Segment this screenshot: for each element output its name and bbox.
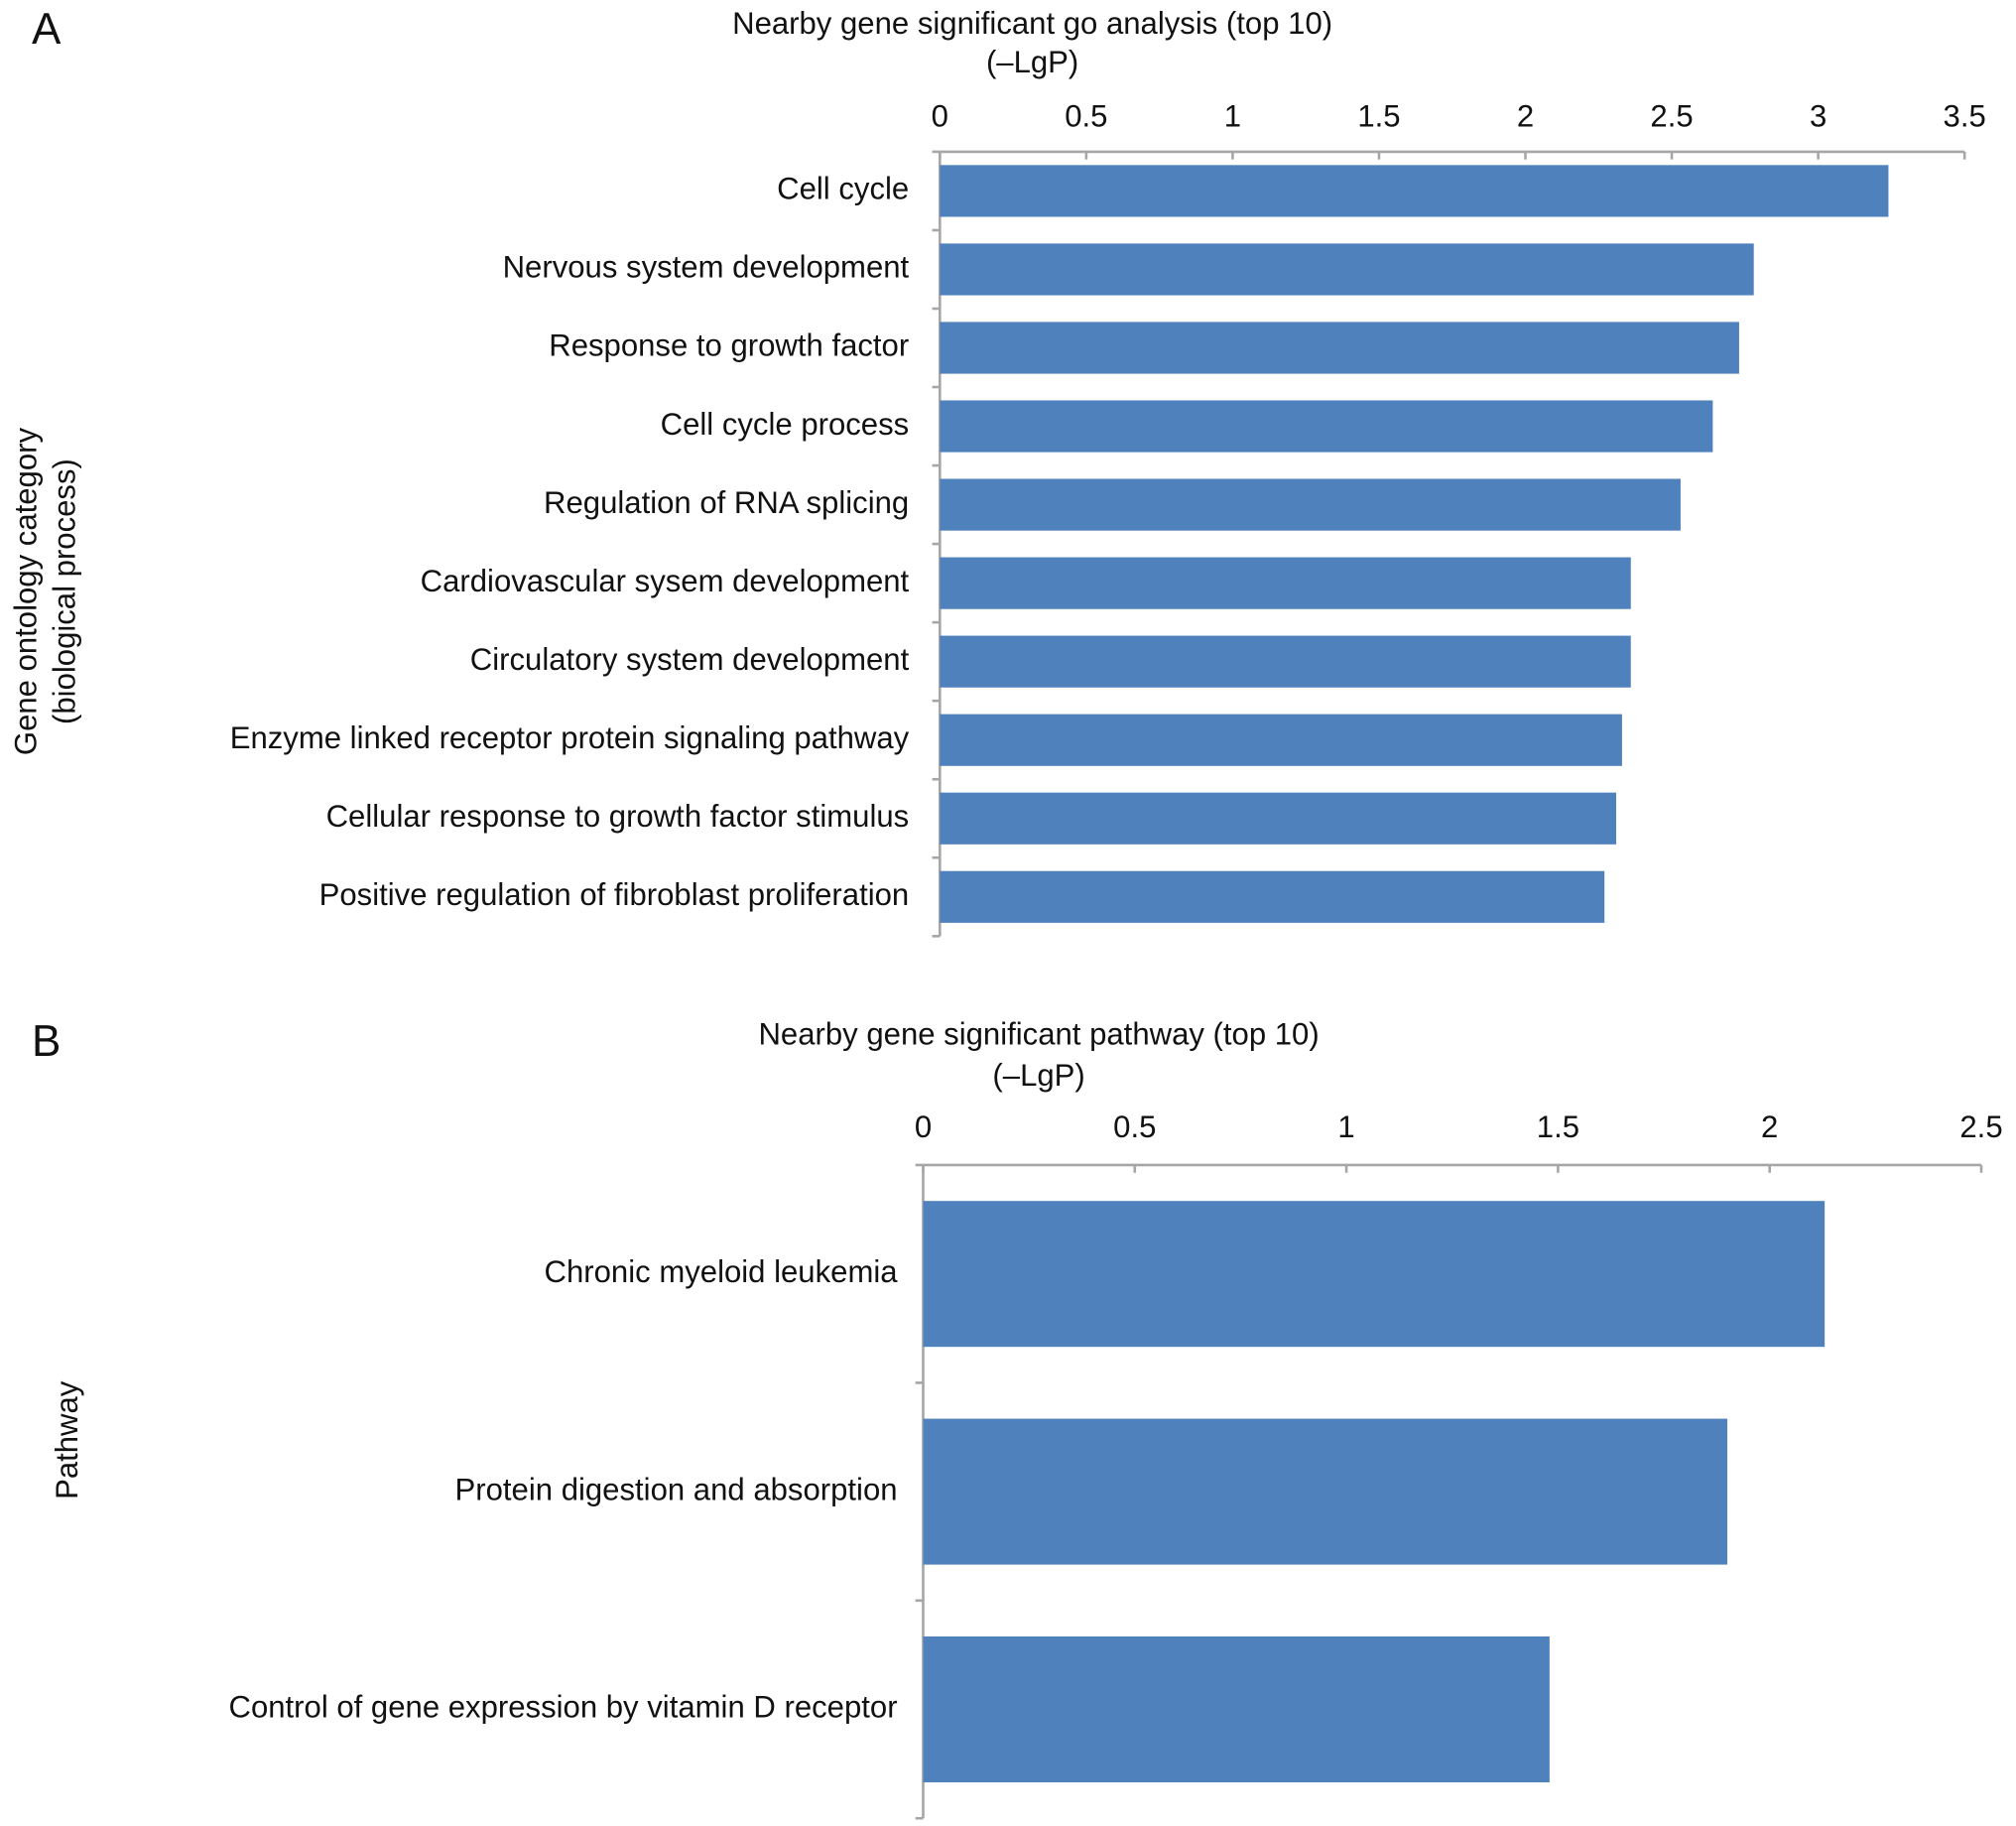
y-tick-label: Response to growth factor: [549, 328, 909, 363]
y-tick-label: Regulation of RNA splicing: [544, 485, 909, 520]
bar: [940, 243, 1754, 296]
y-axis-title: Gene ontology category: [9, 428, 44, 756]
y-tick-label: Nervous system development: [503, 250, 910, 285]
chart-title: Nearby gene significant go analysis (top…: [732, 6, 1332, 41]
y-tick-label: Enzyme linked receptor protein signaling…: [230, 720, 910, 755]
x-tick-label: 3: [1810, 98, 1827, 133]
y-axis-title: (biological process): [48, 458, 82, 724]
x-tick-label: 2.5: [1959, 1109, 2002, 1144]
y-axis-title: Pathway: [50, 1380, 84, 1500]
x-tick-label: 2.5: [1650, 98, 1693, 133]
bar: [940, 635, 1631, 688]
panel-label: A: [32, 5, 62, 54]
y-tick-label: Cell cycle: [777, 172, 909, 206]
x-axis-title: (–LgP): [992, 1058, 1084, 1093]
x-tick-label: 1: [1337, 1109, 1354, 1144]
panel-label: B: [32, 1017, 61, 1066]
bar: [923, 1636, 1550, 1783]
bar: [940, 478, 1681, 531]
x-tick-label: 2: [1761, 1109, 1778, 1144]
y-tick-label: Chronic myeloid leukemia: [545, 1254, 899, 1289]
y-tick-label: Cellular response to growth factor stimu…: [326, 799, 910, 834]
bar: [940, 322, 1739, 374]
bar: [940, 165, 1889, 217]
y-tick-label: Control of gene expression by vitamin D …: [228, 1690, 897, 1725]
x-tick-label: 1: [1224, 98, 1241, 133]
x-tick-label: 3.5: [1944, 98, 1986, 133]
bar: [940, 792, 1616, 845]
x-tick-label: 2: [1517, 98, 1534, 133]
y-tick-label: Protein digestion and absorption: [455, 1472, 898, 1506]
y-tick-label: Positive regulation of fibroblast prolif…: [319, 877, 910, 912]
chart-title: Nearby gene significant pathway (top 10): [758, 1017, 1319, 1052]
x-tick-label: 0: [932, 98, 948, 133]
bar: [940, 714, 1622, 766]
x-axis-title: (–LgP): [986, 45, 1078, 79]
y-tick-label: Cardiovascular sysem development: [421, 564, 910, 598]
x-tick-label: 0.5: [1113, 1109, 1156, 1144]
bar: [940, 870, 1605, 923]
y-tick-label: Circulatory system development: [470, 642, 910, 677]
x-tick-label: 1.5: [1537, 1109, 1579, 1144]
bar: [940, 400, 1713, 453]
x-tick-label: 1.5: [1357, 98, 1400, 133]
bar: [940, 557, 1631, 609]
x-tick-label: 0: [915, 1109, 932, 1144]
bar: [923, 1201, 1826, 1348]
y-tick-label: Cell cycle process: [661, 407, 910, 442]
x-tick-label: 0.5: [1065, 98, 1107, 133]
bar: [923, 1418, 1728, 1565]
